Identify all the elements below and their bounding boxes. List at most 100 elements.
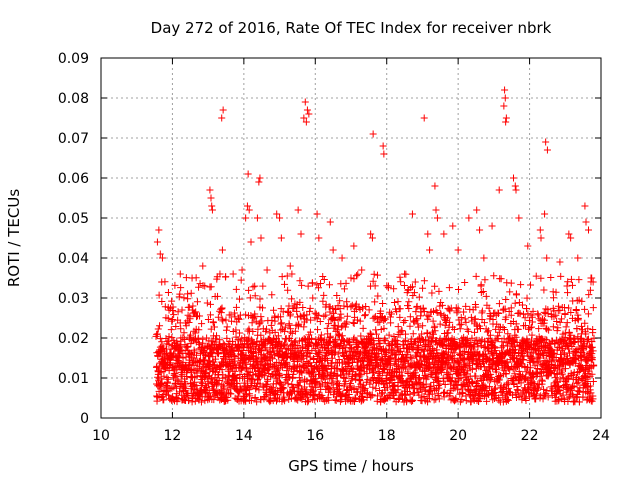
data-point (196, 349, 204, 357)
data-point (323, 356, 331, 364)
data-point (206, 300, 214, 308)
data-point (286, 310, 294, 318)
data-point (430, 396, 438, 404)
data-point (406, 390, 414, 398)
data-point (263, 390, 271, 398)
data-point (415, 293, 423, 301)
data-point (472, 372, 480, 380)
data-point (195, 326, 203, 334)
data-point (523, 294, 531, 302)
data-point (289, 370, 297, 378)
data-point (452, 304, 460, 312)
data-point (420, 384, 428, 392)
data-point (223, 323, 231, 331)
data-point (408, 354, 416, 362)
data-point (319, 297, 327, 305)
data-point (329, 246, 337, 254)
data-point (368, 391, 376, 399)
data-point (420, 308, 428, 316)
data-point (347, 380, 355, 388)
data-point (176, 270, 184, 278)
data-point (287, 388, 295, 396)
data-point (563, 282, 571, 290)
data-point (338, 332, 346, 340)
data-point (483, 328, 491, 336)
data-point (451, 396, 459, 404)
data-point (276, 371, 284, 379)
data-point (360, 385, 368, 393)
data-point (511, 182, 519, 190)
data-point (274, 332, 282, 340)
data-point (199, 281, 207, 289)
data-point (374, 292, 382, 300)
data-point (153, 397, 161, 405)
data-point (336, 305, 344, 313)
data-point (157, 385, 165, 393)
data-point (565, 230, 573, 238)
data-point (434, 351, 442, 359)
data-point (210, 396, 218, 404)
data-point (367, 230, 375, 238)
data-point (506, 288, 514, 296)
data-point (218, 315, 226, 323)
data-point (214, 313, 222, 321)
data-point (415, 374, 423, 382)
data-point (167, 326, 175, 334)
data-point (286, 325, 294, 333)
data-point (218, 388, 226, 396)
data-point (170, 311, 178, 319)
data-point (288, 389, 296, 397)
data-point (160, 372, 168, 380)
data-point (564, 289, 572, 297)
data-point (237, 276, 245, 284)
data-point (430, 378, 438, 386)
data-point (386, 308, 394, 316)
y-tick-label: 0.09 (58, 51, 89, 67)
data-point (468, 365, 476, 373)
data-point (589, 304, 597, 312)
data-point (196, 358, 204, 366)
data-point (171, 369, 179, 377)
data-point (414, 320, 422, 328)
data-point (386, 357, 394, 365)
data-point (281, 397, 289, 405)
data-point (542, 138, 550, 146)
data-point (470, 341, 478, 349)
data-point (214, 292, 222, 300)
data-point (208, 206, 216, 214)
data-point (271, 317, 279, 325)
data-point (326, 218, 334, 226)
data-point (429, 317, 437, 325)
data-point (424, 230, 432, 238)
data-point (472, 355, 480, 363)
data-point (288, 295, 296, 303)
data-point (481, 276, 489, 284)
data-point (472, 303, 480, 311)
data-point (574, 254, 582, 262)
data-point (320, 275, 328, 283)
data-point (313, 210, 321, 218)
data-point (362, 302, 370, 310)
data-point (275, 337, 283, 345)
data-point (228, 317, 236, 325)
data-point (204, 316, 212, 324)
data-point (376, 318, 384, 326)
data-point (153, 362, 161, 370)
data-point (425, 313, 433, 321)
data-point (585, 291, 593, 299)
data-point (473, 206, 481, 214)
data-point (369, 130, 377, 138)
data-point (562, 323, 570, 331)
data-point (178, 371, 186, 379)
data-point (338, 395, 346, 403)
data-point (462, 302, 470, 310)
data-point (350, 319, 358, 327)
data-point (402, 330, 410, 338)
data-point (352, 395, 360, 403)
data-point (191, 329, 199, 337)
data-point (359, 364, 367, 372)
data-point (409, 291, 417, 299)
data-point (245, 286, 253, 294)
data-point (285, 321, 293, 329)
data-point (437, 298, 445, 306)
